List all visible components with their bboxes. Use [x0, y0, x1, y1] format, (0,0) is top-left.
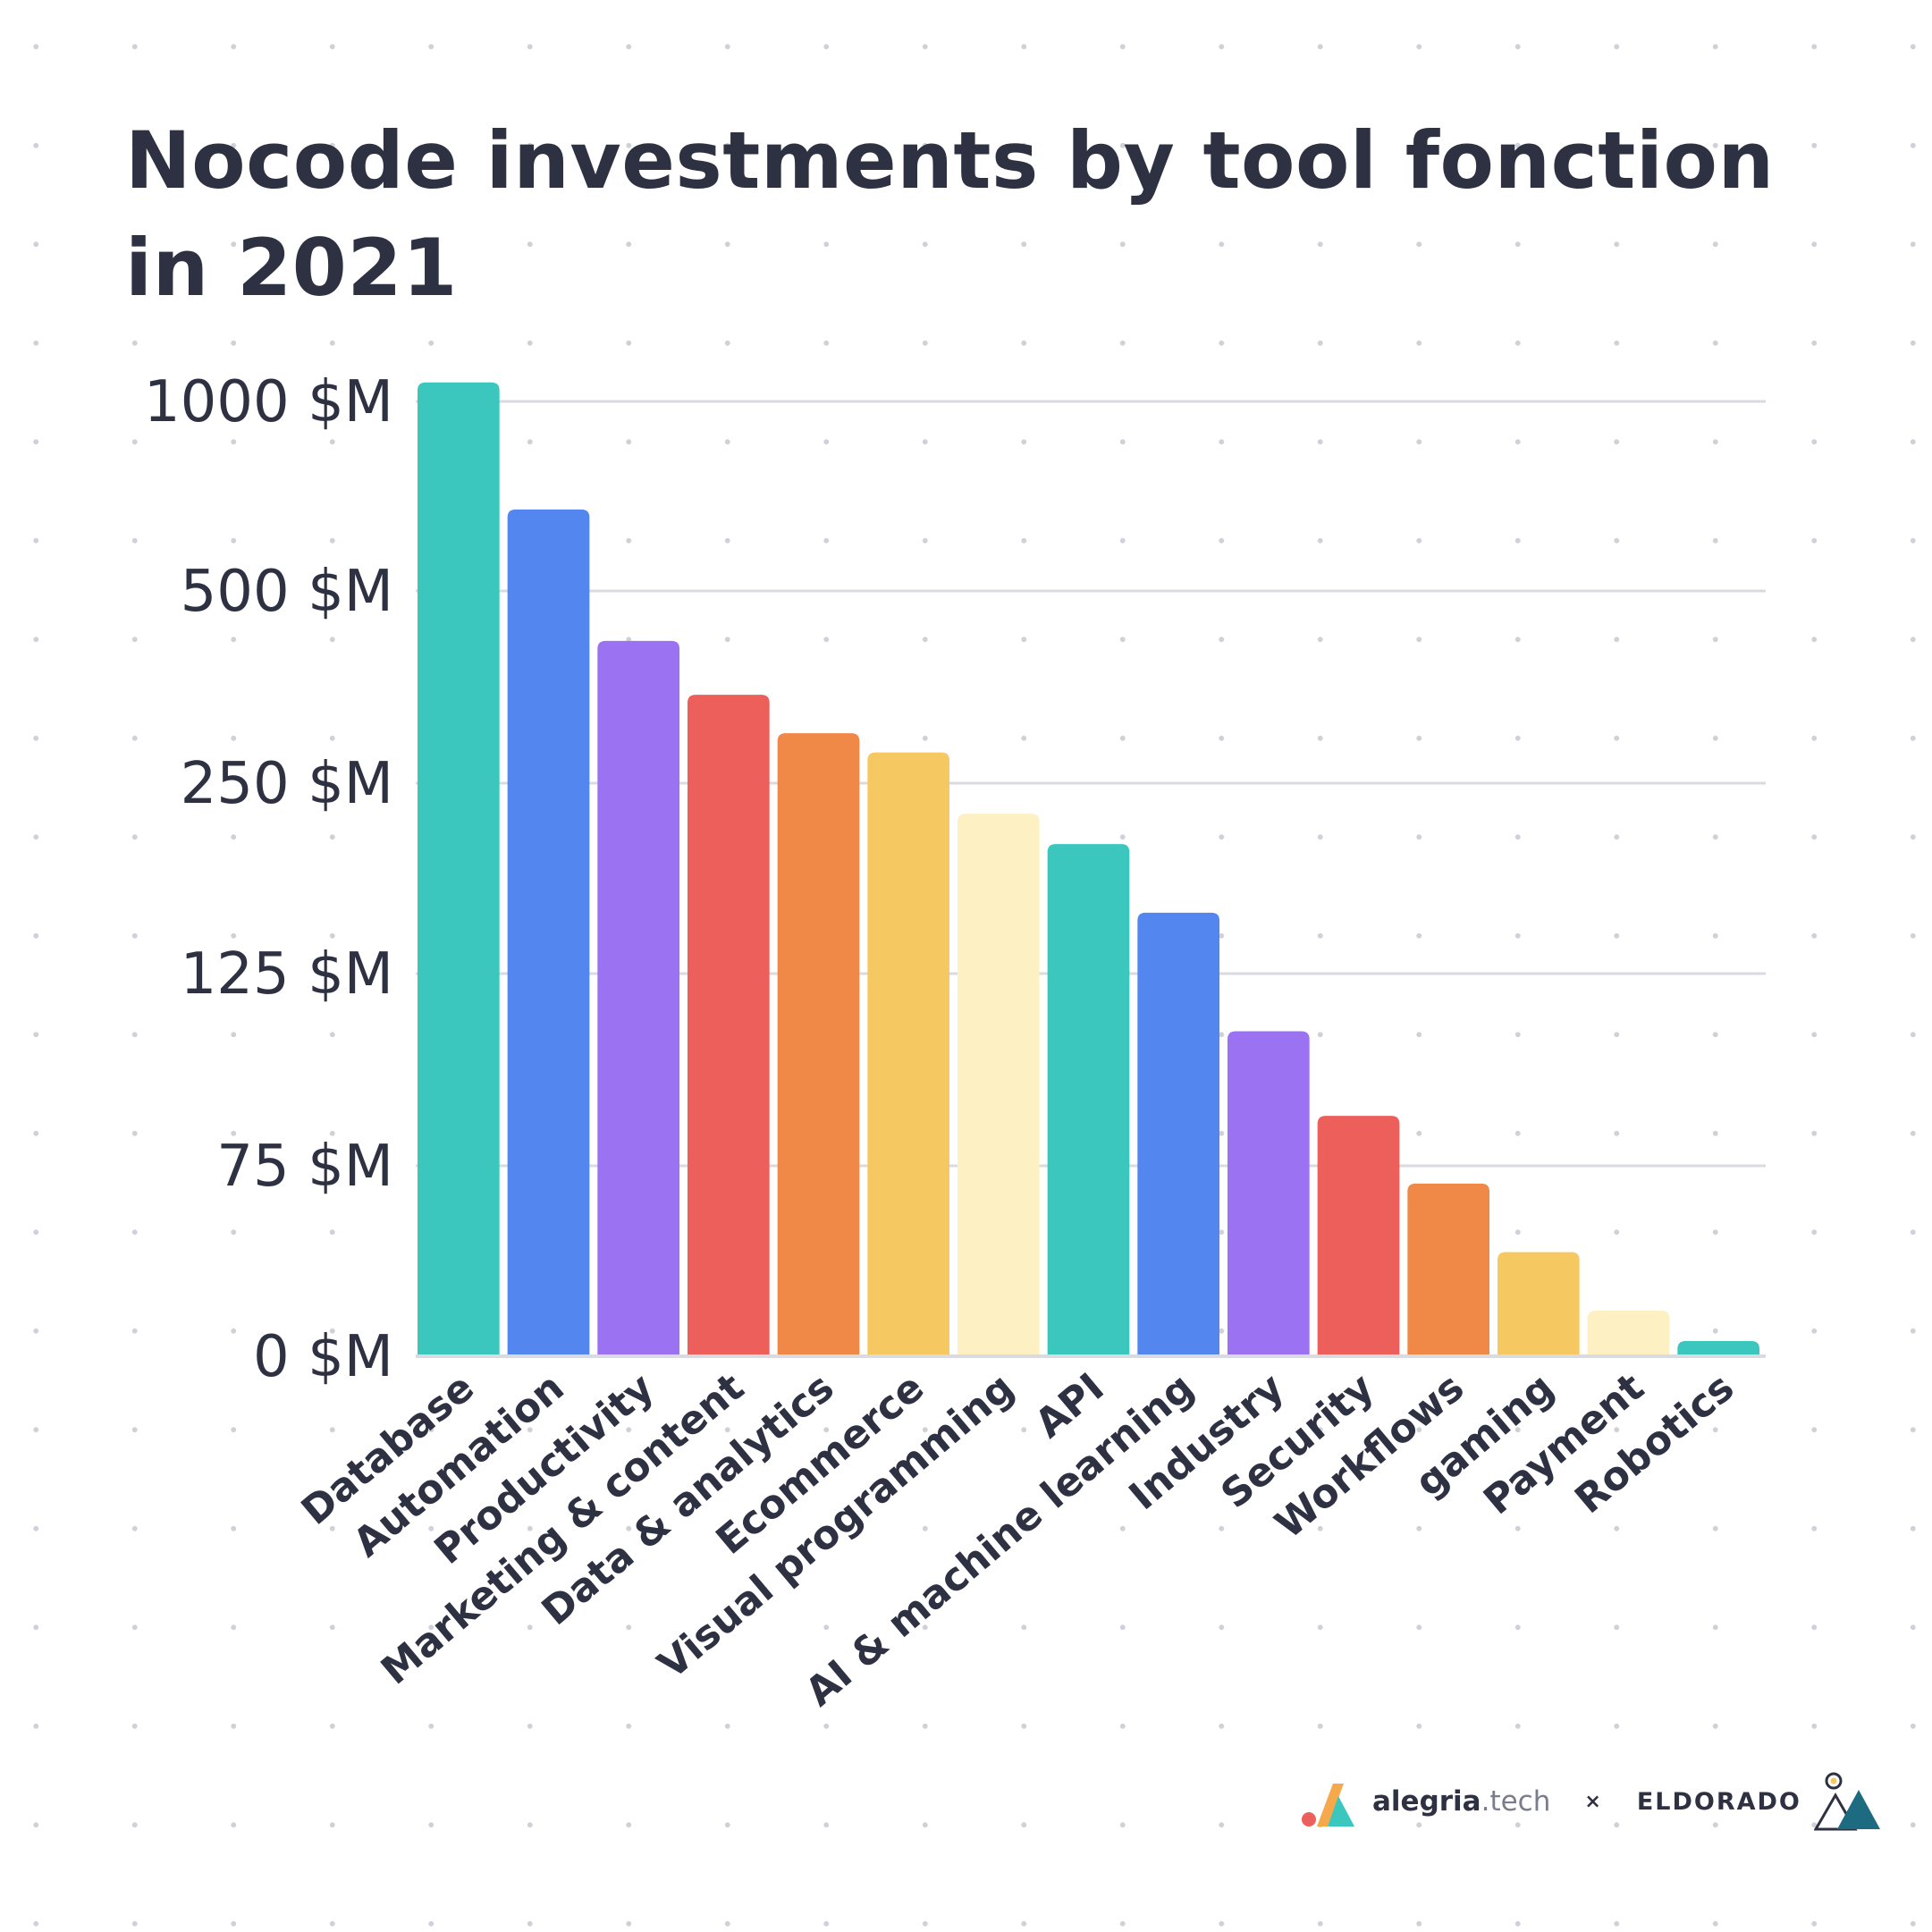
bar	[958, 814, 1040, 1356]
bar	[597, 640, 679, 1356]
bar	[507, 509, 590, 1356]
x-axis-tick-labels: DatabaseAutomationProductivityMarketing …	[293, 1364, 1743, 1715]
y-tick-label: 1000 $M	[144, 369, 393, 435]
bar	[1228, 1031, 1310, 1356]
bar	[1498, 1252, 1580, 1356]
bar	[1137, 912, 1219, 1356]
bar	[1677, 1340, 1759, 1356]
bar	[867, 752, 949, 1356]
alegria-brand-suffix: .tech	[1481, 1785, 1551, 1818]
y-tick-label: 250 $M	[181, 751, 393, 817]
bar	[688, 695, 770, 1356]
bar	[1407, 1183, 1489, 1356]
y-tick-label: 500 $M	[181, 559, 393, 625]
bar	[418, 382, 500, 1356]
y-tick-label: 0 $M	[253, 1324, 393, 1390]
y-tick-label: 75 $M	[216, 1134, 393, 1200]
y-axis-tick-labels: 0 $M 75 $M 125 $M 250 $M 500 $M 1000 $M	[144, 369, 393, 1390]
chart-title: Nocode investments by tool fonction in 2…	[125, 114, 1775, 314]
bar	[1047, 844, 1130, 1356]
footer-logos: alegria .tech × ELDORADO	[1301, 1766, 1880, 1837]
eldorado-brand: ELDORADO	[1636, 1787, 1801, 1816]
bar	[777, 733, 860, 1356]
brand-separator: ×	[1584, 1790, 1601, 1813]
alegria-logo-icon	[1302, 1784, 1354, 1827]
bars	[418, 382, 1759, 1356]
eldorado-mountain-icon	[1813, 1772, 1880, 1831]
bar	[1317, 1116, 1400, 1356]
y-tick-label: 125 $M	[181, 941, 393, 1008]
alegria-brand: alegria	[1372, 1785, 1481, 1818]
bar	[1587, 1310, 1670, 1356]
